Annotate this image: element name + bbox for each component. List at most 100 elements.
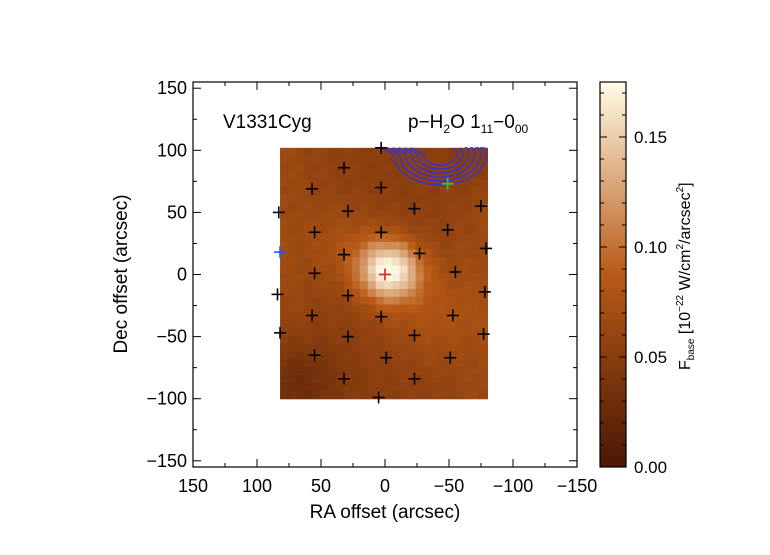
map-cell [295, 171, 305, 180]
map-cell [351, 163, 361, 172]
map-cell [280, 304, 289, 314]
map-cell [463, 335, 473, 345]
map-cell [447, 281, 457, 290]
map-cell [471, 343, 481, 353]
map-cell [455, 234, 465, 243]
map-cell [335, 359, 345, 368]
map-cell [447, 202, 457, 212]
map-cell [367, 304, 377, 314]
map-cell [455, 320, 465, 329]
map-cell [295, 304, 305, 314]
map-cell [391, 155, 401, 165]
colorbar-tick-label: 0.15 [634, 128, 667, 147]
map-cell [407, 390, 417, 400]
map-cell [295, 241, 305, 251]
map-cell [383, 273, 393, 282]
map-cell [423, 296, 433, 306]
map-cell [351, 202, 361, 212]
map-cell [455, 273, 465, 282]
map-cell [431, 312, 441, 321]
map-cell [391, 304, 401, 314]
map-cell [455, 226, 465, 235]
map-cell [439, 155, 449, 165]
x-tick-label: 150 [178, 476, 208, 496]
map-cell [463, 194, 473, 204]
map-cell [280, 296, 289, 306]
map-cell [311, 335, 321, 345]
map-cell [479, 351, 488, 361]
map-cell [399, 288, 409, 298]
map-cell [311, 375, 321, 384]
map-cell [471, 187, 481, 196]
map-cell [280, 147, 289, 157]
map-cell [447, 335, 457, 345]
map-cell [311, 367, 321, 376]
spaxel-markers [271, 141, 493, 404]
contour-line [404, 147, 464, 170]
map-cell [280, 375, 289, 384]
map-cell [399, 281, 409, 290]
map-cell [423, 304, 433, 314]
map-cell [471, 359, 481, 368]
map-cell [407, 218, 417, 227]
map-cell [343, 390, 353, 400]
x-tick-label: 0 [380, 476, 390, 496]
map-cell [327, 343, 337, 353]
map-cell [479, 281, 488, 290]
map-cell [288, 281, 297, 290]
map-cell [343, 273, 353, 282]
map-cell [423, 312, 433, 321]
map-cell [463, 234, 473, 243]
map-cell [327, 367, 337, 376]
map-cell [415, 273, 425, 282]
map-cell [399, 171, 409, 180]
map-cell [431, 320, 441, 329]
map-cell [319, 241, 329, 251]
map-cell [280, 179, 289, 188]
map-cell [351, 187, 361, 196]
map-cell [471, 328, 481, 337]
map-cell [463, 202, 473, 212]
map-cell [359, 312, 369, 321]
map-cell [423, 359, 433, 368]
map-cell [359, 179, 369, 188]
spaxel-marker [341, 289, 354, 302]
map-cell [399, 273, 409, 282]
map-cell [391, 171, 401, 180]
map-cell [295, 202, 305, 212]
map-cell [359, 320, 369, 329]
map-cell [439, 147, 449, 157]
map-cell [463, 375, 473, 384]
map-cell [327, 171, 337, 180]
map-cell [295, 234, 305, 243]
map-cell [367, 328, 377, 337]
map-cell [383, 296, 393, 306]
map-cell [311, 288, 321, 298]
spaxel-marker [338, 372, 351, 385]
map-cell [351, 210, 361, 219]
map-cell [295, 351, 305, 361]
map-cell [415, 359, 425, 368]
map-cell [335, 241, 345, 251]
map-cell [288, 375, 297, 384]
map-cell [463, 367, 473, 376]
map-cell [288, 226, 297, 235]
map-cell [463, 249, 473, 259]
map-cell [455, 375, 465, 384]
map-cell [295, 312, 305, 321]
map-cell [391, 351, 401, 361]
map-cell [383, 383, 393, 392]
map-cell [391, 390, 401, 400]
spaxel-marker [375, 141, 388, 154]
map-cell [407, 320, 417, 329]
map-cell [359, 171, 369, 180]
map-cell [431, 375, 441, 384]
map-cell [303, 343, 313, 353]
map-cell [447, 249, 457, 259]
map-cell [367, 202, 377, 212]
map-cell [303, 163, 313, 172]
map-cell [479, 234, 488, 243]
map-cell [288, 304, 297, 314]
map-cell [391, 179, 401, 188]
